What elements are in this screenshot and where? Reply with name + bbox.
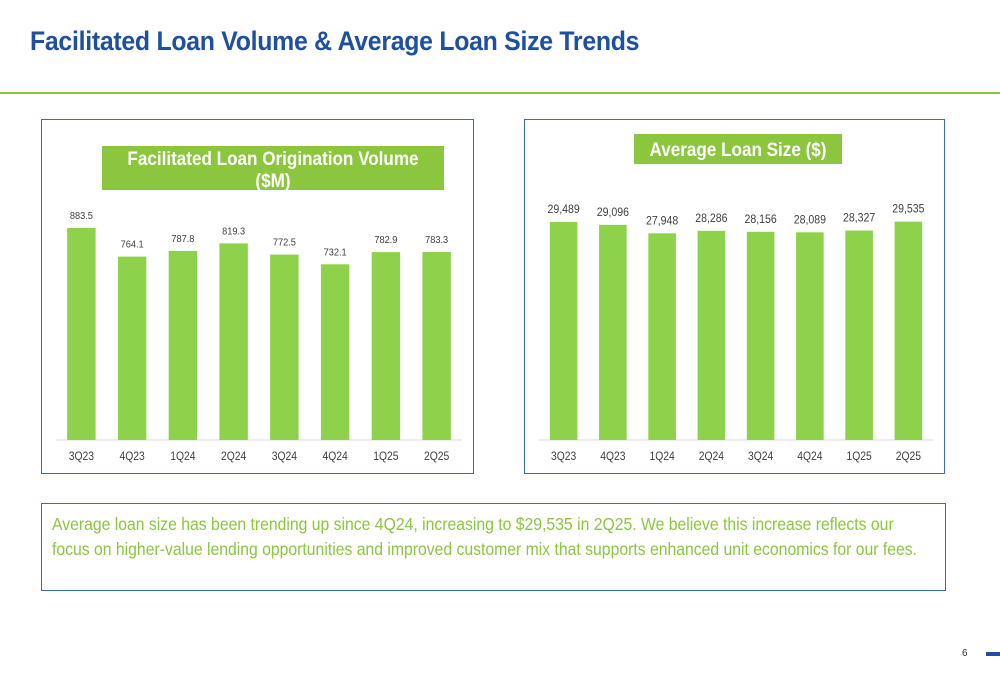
volume-x-tick-label: 2Q24 [221, 451, 246, 464]
volume-chart: Facilitated Loan Origination Volume($M) 8… [56, 146, 462, 464]
volume-data-label: 883.5 [70, 210, 94, 222]
loan-size-chart-panel: Average Loan Size ($) 29,489 3Q23 29,096 4Q2… [524, 119, 945, 474]
volume-data-label: 787.8 [171, 233, 195, 245]
volume-bar [168, 250, 198, 440]
volume-data-label: 772.5 [273, 237, 297, 249]
loan-size-bar [648, 233, 676, 440]
volume-bar [219, 243, 248, 440]
page-marker [986, 652, 1000, 656]
loan-size-title-line: Average Loan Size ($) [650, 139, 827, 160]
title-divider [0, 92, 1000, 94]
volume-title-line: Facilitated Loan Origination Volume [127, 148, 418, 169]
loan-size-bar [894, 221, 923, 440]
loan-size-x-tick-label: 1Q24 [649, 451, 674, 464]
volume-bar [67, 227, 96, 440]
volume-x-tick-label: 3Q23 [69, 451, 94, 464]
loan-size-data-label: 29,096 [597, 206, 629, 219]
loan-size-data-label: 28,156 [744, 213, 776, 226]
volume-x-tick-label: 4Q23 [119, 451, 144, 464]
volume-bar [371, 252, 401, 440]
loan-size-x-tick-label: 4Q23 [600, 451, 625, 464]
volume-data-label: 732.1 [324, 247, 348, 259]
loan-size-x-tick-label: 4Q24 [797, 451, 822, 464]
loan-size-bar [845, 230, 873, 440]
volume-chart-panel: Facilitated Loan Origination Volume ($M) 8… [41, 119, 474, 474]
volume-title-box [102, 146, 444, 190]
volume-x-tick-label: 1Q25 [373, 451, 398, 464]
volume-bar [117, 256, 147, 440]
loan-size-data-label: 28,327 [843, 212, 875, 225]
volume-data-label: 783.3 [425, 235, 449, 247]
volume-data-label: 782.9 [374, 235, 398, 247]
loan-size-x-tick-label: 3Q24 [748, 451, 773, 464]
loan-size-data-label: 28,286 [695, 212, 727, 225]
loan-size-title-box [634, 134, 842, 164]
volume-x-tick-label: 3Q24 [272, 451, 297, 464]
loan-size-data-label: 29,535 [892, 203, 924, 216]
volume-data-label: 819.3 [222, 226, 246, 238]
loan-size-x-tick-label: 2Q25 [896, 451, 921, 464]
loan-size-bar [549, 221, 578, 440]
volume-bar [270, 254, 299, 440]
page-title: Facilitated Loan Volume & Average Loan S… [30, 26, 640, 56]
loan-size-bar [599, 224, 627, 440]
loan-size-x-tick-label: 2Q24 [699, 451, 724, 464]
volume-bar [320, 264, 350, 440]
loan-size-chart: Average Loan Size ($) 29,489 3Q23 29,096 4Q2… [539, 134, 933, 464]
volume-bar [422, 252, 451, 440]
volume-x-tick-label: 1Q24 [170, 451, 195, 464]
page-number: 6 [962, 648, 968, 659]
volume-title-line: ($M) [255, 170, 290, 191]
volume-x-tick-label: 2Q25 [424, 451, 449, 464]
loan-size-x-tick-label: 1Q25 [846, 451, 871, 464]
loan-size-bar [697, 230, 726, 440]
loan-size-data-label: 27,948 [646, 215, 678, 228]
loan-size-x-tick-label: 3Q23 [551, 451, 576, 464]
volume-x-tick-label: 4Q24 [322, 451, 347, 464]
commentary-box: Average loan size has been trending up s… [41, 503, 946, 591]
loan-size-bar [746, 231, 775, 440]
volume-data-label: 764.1 [121, 239, 145, 251]
commentary-text: Average loan size has been trending up s… [52, 514, 917, 559]
loan-size-bar [796, 232, 824, 440]
loan-size-data-label: 29,489 [547, 203, 579, 216]
loan-size-data-label: 28,089 [794, 214, 826, 227]
